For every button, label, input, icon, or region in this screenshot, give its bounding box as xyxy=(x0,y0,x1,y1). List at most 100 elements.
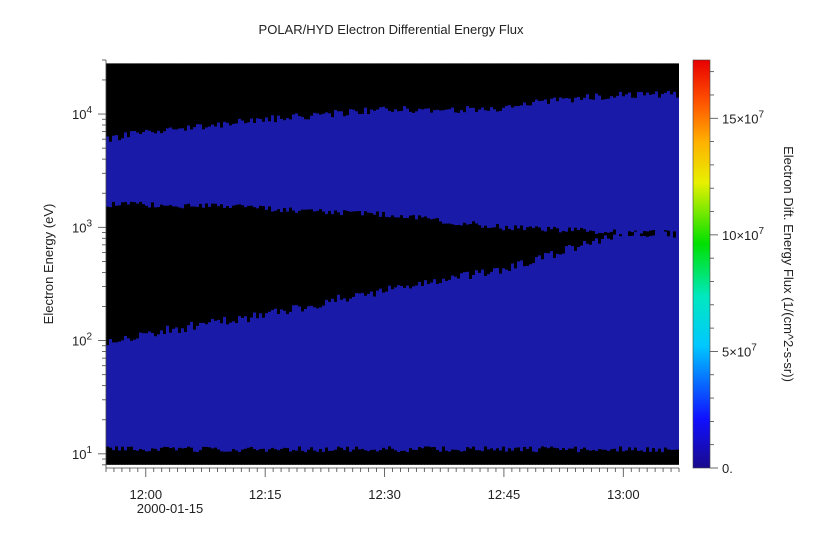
spectrogram-column xyxy=(541,63,545,465)
spectrogram-column xyxy=(670,63,674,465)
colorbar: 0. 5×107 10×107 15×107 xyxy=(692,59,765,476)
spectrogram-column xyxy=(217,63,221,465)
spectrogram-column xyxy=(466,63,470,465)
spectrogram-column xyxy=(154,63,158,465)
spectrogram-column xyxy=(274,63,278,465)
spectrogram-column xyxy=(340,63,344,465)
spectrogram-column xyxy=(364,63,368,465)
spectrogram-column xyxy=(412,63,416,465)
spectrogram-column xyxy=(577,63,581,465)
spectrogram-column xyxy=(634,63,638,465)
spectrogram-column xyxy=(472,63,476,465)
spectrogram-column xyxy=(172,63,176,465)
spectrogram-column xyxy=(139,63,143,465)
spectrogram-column xyxy=(646,63,650,465)
spectrogram-column xyxy=(121,63,125,465)
spectrogram-column xyxy=(373,63,377,465)
spectrogram-column xyxy=(475,63,479,465)
spectrogram-column xyxy=(406,63,410,465)
spectrogram-column xyxy=(409,63,413,465)
spectrogram-column xyxy=(160,63,164,465)
spectrogram-column xyxy=(235,63,239,465)
spectrogram-column xyxy=(163,63,167,465)
spectrogram-column xyxy=(532,63,536,465)
spectrogram-column xyxy=(391,63,395,465)
spectrogram-column xyxy=(523,63,527,465)
spectrogram-column xyxy=(331,63,335,465)
spectrogram-column xyxy=(400,63,404,465)
spectrogram-column xyxy=(106,63,110,465)
spectrogram-column xyxy=(439,63,443,465)
spectrogram-column xyxy=(193,63,197,465)
colorbar-scale xyxy=(692,59,711,469)
spectrogram-column xyxy=(490,63,494,465)
spectrogram-column xyxy=(628,63,632,465)
spectrogram-column xyxy=(229,63,233,465)
spectrogram-column xyxy=(436,63,440,465)
spectrogram-column xyxy=(619,63,623,465)
colorbar-tick-label: 10×107 xyxy=(722,226,765,243)
y-tick-label: 104 xyxy=(72,105,92,122)
spectrogram-column xyxy=(427,63,431,465)
x-tick-label: 12:00 xyxy=(130,487,163,502)
spectrogram-column xyxy=(529,63,533,465)
spectrogram-column xyxy=(361,63,365,465)
spectrogram-column xyxy=(286,63,290,465)
spectrogram-column xyxy=(595,63,599,465)
spectrogram-column xyxy=(175,63,179,465)
chart-title: POLAR/HYD Electron Differential Energy F… xyxy=(259,22,524,37)
spectrogram-column xyxy=(388,63,392,465)
spectrogram-column xyxy=(226,63,230,465)
spectrogram-column xyxy=(262,63,266,465)
spectrogram-column xyxy=(385,63,389,465)
spectrogram-column xyxy=(433,63,437,465)
spectrogram-column xyxy=(358,63,362,465)
spectrogram-column xyxy=(349,63,353,465)
spectrogram-column xyxy=(202,63,206,465)
spectrogram-column xyxy=(610,63,614,465)
spectrogram-column xyxy=(211,63,215,465)
spectrogram-column xyxy=(418,63,422,465)
spectrogram-column xyxy=(169,63,173,465)
spectrogram-column xyxy=(283,63,287,465)
colorbar-tick-label: 0. xyxy=(722,461,733,476)
spectrogram-column xyxy=(127,63,131,465)
spectrogram-column xyxy=(328,63,332,465)
spectrogram-column xyxy=(142,63,146,465)
spectrogram-column xyxy=(499,63,503,465)
spectrogram-column xyxy=(178,63,182,465)
spectrogram-column xyxy=(505,63,509,465)
spectrogram-column xyxy=(676,63,679,465)
x-tick-label: 12:15 xyxy=(249,487,282,502)
spectrogram-column xyxy=(277,63,281,465)
spectrogram-column xyxy=(538,63,542,465)
spectrogram-column xyxy=(295,63,299,465)
spectrogram-column xyxy=(556,63,560,465)
spectrogram-column xyxy=(334,63,338,465)
spectrogram-column xyxy=(664,63,668,465)
spectrogram-column xyxy=(205,63,209,465)
y-tick-label: 103 xyxy=(72,218,92,235)
spectrogram-column xyxy=(199,63,203,465)
spectrogram-column xyxy=(292,63,296,465)
spectrogram-column xyxy=(460,63,464,465)
spectrogram-column xyxy=(394,63,398,465)
spectrogram-column xyxy=(133,63,137,465)
spectrogram-column xyxy=(325,63,329,465)
spectrogram-column xyxy=(157,63,161,465)
spectrogram-column xyxy=(673,63,677,465)
y-tick-label: 101 xyxy=(72,445,92,462)
x-tick-label: 12:30 xyxy=(368,487,401,502)
spectrogram-column xyxy=(268,63,272,465)
spectrogram-column xyxy=(271,63,275,465)
spectrogram-column xyxy=(355,63,359,465)
y-axis: 101 102 103 104 xyxy=(72,59,107,468)
spectrogram-column xyxy=(574,63,578,465)
spectrogram-column xyxy=(130,63,134,465)
spectrogram-column xyxy=(115,63,119,465)
spectrogram-column xyxy=(151,63,155,465)
spectrogram-column xyxy=(301,63,305,465)
spectrogram-column xyxy=(631,63,635,465)
spectrogram-column xyxy=(238,63,242,465)
